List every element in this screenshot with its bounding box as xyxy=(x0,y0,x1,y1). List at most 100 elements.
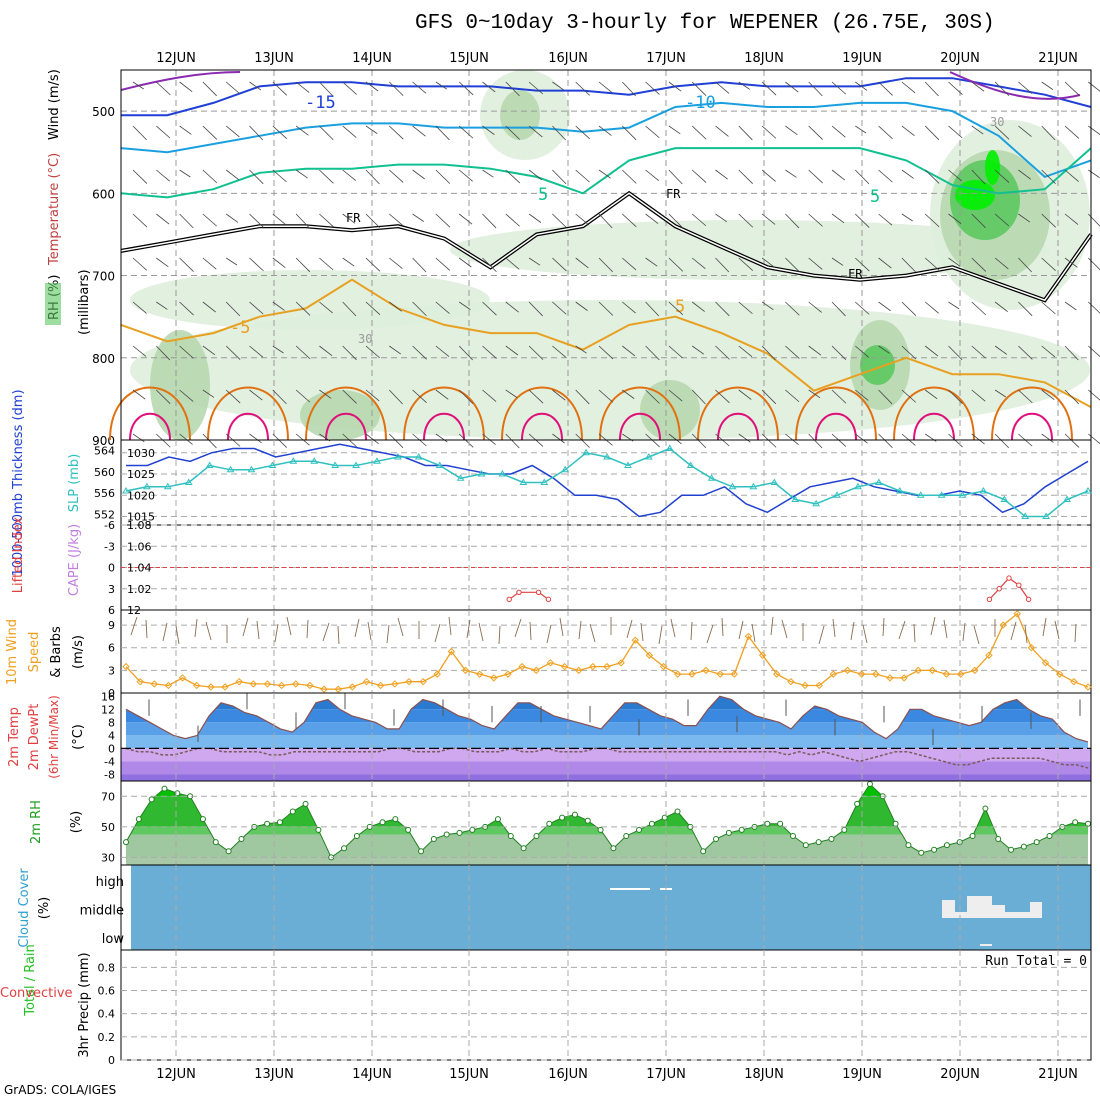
wind-speed-marker xyxy=(801,681,809,690)
wind-barb xyxy=(389,345,401,355)
temp-tick-label: -4 xyxy=(104,755,115,768)
wind-speed-marker xyxy=(249,680,258,688)
temp-axis-label-1: 2m Temp xyxy=(7,707,22,767)
wind-speed-marker xyxy=(320,685,328,693)
wind-barb xyxy=(715,301,730,317)
wind-barb xyxy=(738,301,753,315)
wind-barb xyxy=(808,169,823,184)
wind-barb xyxy=(971,169,986,185)
rh-point xyxy=(854,800,861,807)
x-tick-label-bottom: 20JUN xyxy=(940,1067,980,1082)
wind-barb xyxy=(179,257,194,272)
surface-wind-barb xyxy=(578,620,582,640)
wind-tick-label: 6 xyxy=(108,642,115,655)
rh-point xyxy=(430,836,437,843)
x-tick-label-top: 18JUN xyxy=(744,51,784,66)
rh-point xyxy=(264,820,271,827)
wind-speed-marker xyxy=(193,681,201,690)
rh-point xyxy=(315,826,322,833)
wind-barb xyxy=(901,213,913,222)
slp-marker xyxy=(1063,495,1071,502)
thickness-tick-label: 552 xyxy=(94,508,115,521)
dewpt-band xyxy=(121,761,1091,775)
wind-barb xyxy=(225,345,241,360)
slp-marker xyxy=(1084,487,1092,494)
x-tick-label-bottom: 13JUN xyxy=(254,1067,294,1082)
surface-wind-barb xyxy=(781,619,788,639)
surface-wind-barb xyxy=(397,617,404,637)
wind-axis-label-4-g: (m/s) xyxy=(71,635,86,669)
rh-point xyxy=(982,805,989,812)
wind-barb xyxy=(878,125,893,140)
wind-barb xyxy=(808,301,822,313)
wind-barb xyxy=(482,301,497,316)
wind-barb xyxy=(691,389,706,405)
wind-barb xyxy=(645,345,660,361)
slp-marker xyxy=(1042,512,1051,519)
wind-barb xyxy=(295,169,308,179)
temp-axis-label-1-g: 2m Temp xyxy=(7,707,22,767)
wind-barb xyxy=(365,301,381,315)
wind-barb xyxy=(272,433,288,448)
wind-barb xyxy=(598,169,611,179)
temp-band xyxy=(126,722,1088,736)
temp-tick-label: -8 xyxy=(104,768,115,781)
wind-barb xyxy=(552,389,566,401)
wind-barb xyxy=(598,257,613,273)
slp-marker xyxy=(874,478,883,485)
surface-wind-barb xyxy=(1024,624,1028,644)
wind-barb xyxy=(295,125,309,136)
isotherm-warm-arc xyxy=(403,386,485,441)
wind-barb xyxy=(482,389,497,402)
chart-title: GFS 0~10day 3-hourly for WEPENER (26.75E… xyxy=(415,12,995,35)
isotherm-warm-arc xyxy=(599,386,681,441)
wind-barb xyxy=(622,301,636,314)
wind-barb xyxy=(342,169,357,181)
wind-barb xyxy=(575,169,590,183)
lifted-index-point xyxy=(545,596,552,603)
slp-marker xyxy=(289,457,298,464)
temp-axis-label-3: (6hr Min/Max) xyxy=(47,695,61,779)
cape-tick-label: 1.06 xyxy=(127,540,152,553)
wind-barb xyxy=(994,213,1010,227)
wind-barb xyxy=(295,81,310,93)
wind-barb xyxy=(901,169,914,179)
wind-barb xyxy=(622,125,637,141)
wind-barb xyxy=(179,213,194,229)
wind-barb xyxy=(249,257,264,272)
wind-barb xyxy=(132,169,148,184)
slp-marker xyxy=(247,465,256,473)
wind-barb xyxy=(948,345,963,361)
wind-barb xyxy=(458,213,473,225)
surface-wind-barb xyxy=(145,619,148,639)
wind-speed-marker xyxy=(532,666,540,675)
wind-barb xyxy=(365,169,380,185)
wind-barb xyxy=(225,125,240,138)
wind-barb xyxy=(272,213,287,226)
wind-frame xyxy=(120,609,1092,694)
isotherm-line xyxy=(120,278,1092,408)
wind-barb xyxy=(202,81,217,97)
rh-point xyxy=(866,781,873,788)
wind-barb xyxy=(249,345,264,358)
wind-barb xyxy=(855,301,870,315)
wind-barb xyxy=(435,433,448,443)
slp-marker xyxy=(540,478,549,485)
wind-barb xyxy=(272,301,285,311)
wind-barb xyxy=(785,433,799,446)
wind-barb xyxy=(179,389,194,402)
wind-barb xyxy=(761,389,777,405)
wind-barb xyxy=(855,213,870,228)
wind-barb xyxy=(225,169,240,181)
wind-barb xyxy=(505,213,520,227)
wind-barb xyxy=(901,389,917,403)
wind-axis-label-4: (m/s) xyxy=(71,635,86,669)
wind-speed-marker xyxy=(447,647,456,656)
slp-marker xyxy=(435,461,444,468)
wind-speed-marker xyxy=(475,670,484,678)
wind-speed-marker xyxy=(815,681,823,690)
wind-barb xyxy=(202,433,217,449)
wind-barb xyxy=(412,389,427,403)
wind-speed-marker xyxy=(207,683,215,691)
rh-point xyxy=(443,831,450,838)
